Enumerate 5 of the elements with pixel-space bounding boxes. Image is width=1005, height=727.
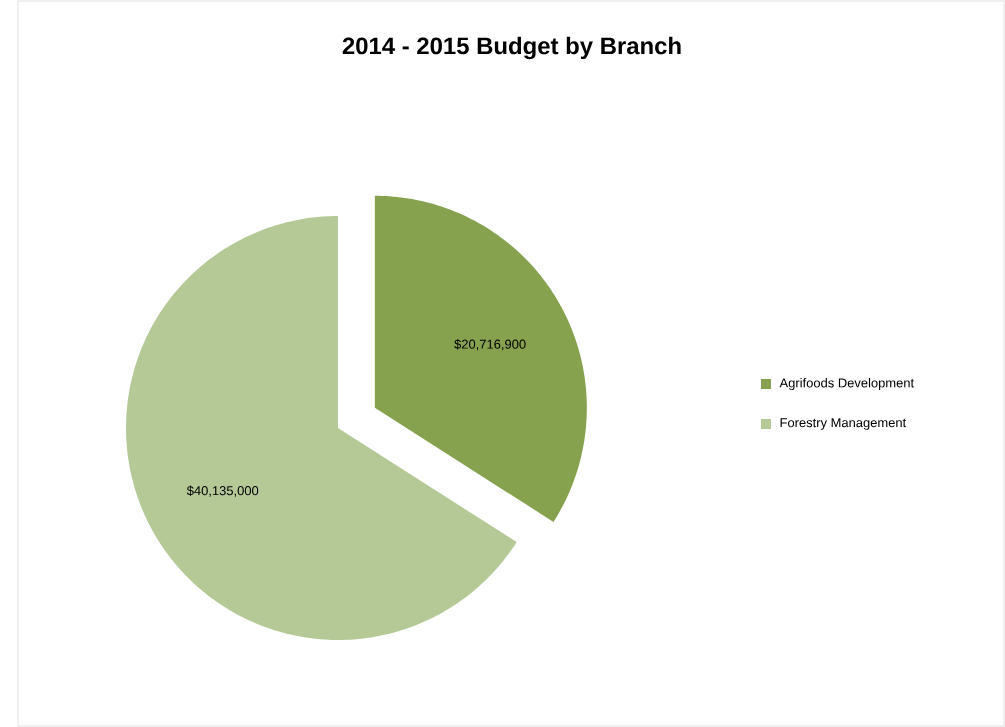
legend-label: Forestry Management <box>780 418 907 430</box>
legend-label: Agrifoods Development <box>779 377 915 391</box>
data-label: $40,135,000 <box>186 485 259 497</box>
chart-title: 2014 - 2015 Budget by Branch <box>342 36 681 60</box>
data-label: $20,716,900 <box>454 339 526 351</box>
